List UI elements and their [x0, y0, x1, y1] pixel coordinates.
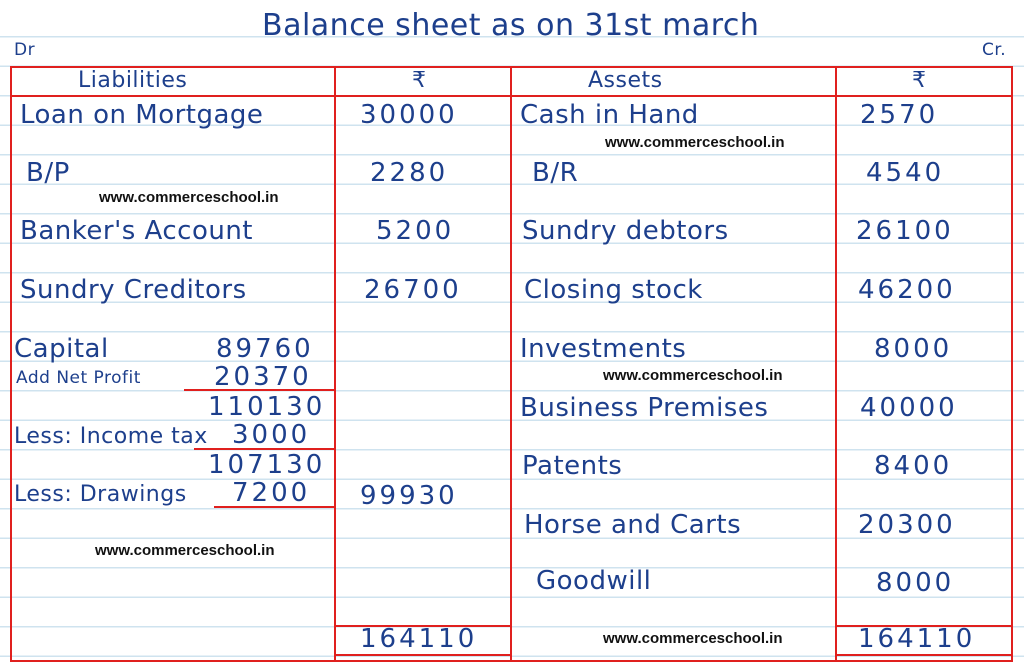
asset-amount: 40000	[860, 393, 958, 423]
header-assets: Assets	[588, 68, 663, 93]
liabilities-total: 164110	[360, 624, 478, 654]
liability-amount: 30000	[360, 100, 458, 130]
less-drawings-label: Less: Drawings	[14, 482, 187, 507]
capital-net-amount: 99930	[360, 481, 458, 511]
rule	[836, 625, 1013, 627]
asset-amount: 8400	[874, 451, 953, 481]
dr-label: Dr	[14, 40, 36, 60]
less-income-tax-label: Less: Income tax	[14, 424, 208, 449]
asset-amount: 2570	[860, 100, 939, 130]
asset-label: Sundry debtors	[522, 216, 729, 246]
assets-total: 164110	[858, 624, 976, 654]
rule	[836, 654, 1013, 656]
asset-label: Business Premises	[520, 393, 769, 423]
rule	[335, 625, 512, 627]
watermark: www.commerceschool.in	[99, 189, 279, 206]
asset-label: B/R	[532, 158, 579, 188]
liability-amount: 2280	[370, 158, 449, 188]
rule	[835, 66, 837, 662]
rule	[10, 66, 12, 662]
asset-amount: 26100	[856, 216, 954, 246]
capital-value: 89760	[216, 334, 314, 364]
asset-amount: 8000	[874, 334, 953, 364]
capital-subtotal: 107130	[208, 450, 326, 480]
asset-amount: 46200	[858, 275, 956, 305]
capital-subtotal: 110130	[208, 392, 326, 422]
rule	[214, 506, 334, 508]
rule	[184, 389, 334, 391]
liability-label: Loan on Mortgage	[20, 100, 264, 130]
asset-amount: 8000	[876, 568, 955, 598]
asset-label: Investments	[520, 334, 687, 364]
liability-label: B/P	[26, 158, 70, 188]
watermark: www.commerceschool.in	[605, 134, 785, 151]
watermark: www.commerceschool.in	[603, 630, 783, 647]
cr-label: Cr.	[982, 40, 1007, 60]
header-amount: ₹	[912, 68, 927, 93]
liability-amount: 5200	[376, 216, 455, 246]
rule	[335, 654, 512, 656]
asset-label: Horse and Carts	[524, 510, 742, 540]
capital-label: Capital	[14, 334, 109, 364]
watermark: www.commerceschool.in	[603, 367, 783, 384]
header-liabilities: Liabilities	[78, 68, 188, 93]
less-drawings-value: 7200	[232, 478, 311, 508]
less-income-tax-value: 3000	[232, 420, 311, 450]
liability-amount: 26700	[364, 275, 462, 305]
header-amount: ₹	[412, 68, 427, 93]
rule	[334, 66, 336, 662]
add-net-profit-label: Add Net Profit	[16, 368, 141, 388]
asset-amount: 20300	[858, 510, 956, 540]
add-net-profit-value: 20370	[214, 362, 312, 392]
asset-label: Cash in Hand	[520, 100, 699, 130]
liability-label: Banker's Account	[20, 216, 253, 246]
page-title: Balance sheet as on 31st march	[262, 8, 760, 43]
watermark: www.commerceschool.in	[95, 542, 275, 559]
rule	[510, 66, 512, 662]
asset-label: Patents	[522, 451, 623, 481]
rule	[194, 448, 334, 450]
asset-amount: 4540	[866, 158, 945, 188]
liability-label: Sundry Creditors	[20, 275, 247, 305]
rule	[1011, 66, 1013, 662]
asset-label: Goodwill	[536, 566, 652, 596]
asset-label: Closing stock	[524, 275, 703, 305]
